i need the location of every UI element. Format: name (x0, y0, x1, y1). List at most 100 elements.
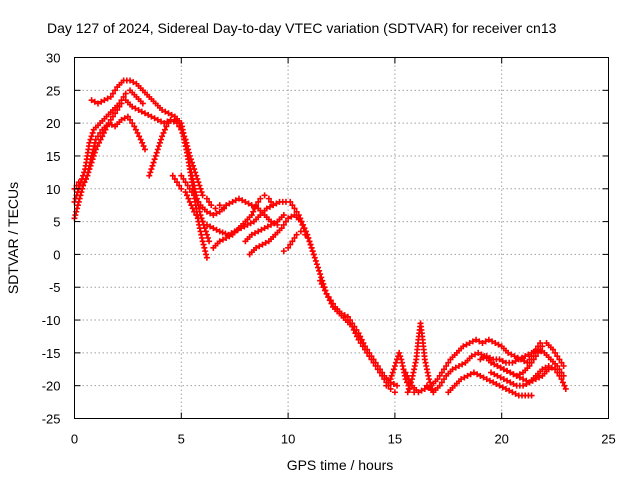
data-point (213, 210, 220, 217)
x-tick-label: 10 (281, 432, 295, 447)
data-point (552, 366, 559, 373)
data-point (357, 340, 364, 347)
data-point (131, 123, 138, 130)
data-point (552, 349, 559, 356)
data-point (169, 172, 176, 179)
data-point (325, 294, 332, 301)
data-point (560, 362, 567, 369)
data-point (177, 123, 184, 130)
data-point (520, 382, 527, 389)
data-point (179, 129, 186, 136)
data-point (485, 336, 492, 343)
data-point (109, 90, 116, 97)
data-point (121, 115, 128, 122)
data-point (114, 107, 121, 114)
data-point (154, 146, 161, 153)
data-point (148, 113, 155, 120)
data-point (289, 238, 296, 245)
y-ticks: -25 -20 -15 -10 -5 0 5 10 15 20 25 30 (42, 51, 609, 427)
data-point (149, 162, 156, 169)
data-point (494, 362, 501, 369)
data-point (300, 225, 307, 232)
data-point (159, 133, 166, 140)
y-tick-label: 15 (46, 149, 60, 164)
data-point (545, 362, 552, 369)
data-point (455, 362, 462, 369)
data-point (475, 349, 482, 356)
data-point (203, 221, 210, 228)
data-point (466, 340, 473, 347)
data-point (504, 377, 511, 384)
data-point (188, 189, 195, 196)
data-point (152, 152, 159, 159)
data-point (489, 338, 496, 345)
x-tick-label: 20 (494, 432, 508, 447)
data-point (452, 364, 459, 371)
data-point (259, 241, 266, 248)
data-point (488, 369, 495, 376)
data-point (404, 372, 411, 379)
data-point (359, 343, 366, 350)
y-tick-label: 5 (53, 215, 60, 230)
series-track-1 (71, 113, 148, 222)
data-point (223, 235, 230, 241)
y-tick-label: 30 (46, 51, 60, 66)
data-point (509, 359, 516, 366)
data-point (271, 220, 278, 227)
series-track-5 (146, 116, 213, 245)
data-point (257, 195, 264, 202)
data-point (161, 126, 168, 133)
data-point (436, 372, 443, 379)
data-point (470, 369, 477, 376)
data-point (280, 221, 287, 228)
data-point (468, 353, 475, 360)
data-point (109, 113, 116, 120)
y-tick-label: -10 (42, 313, 61, 328)
data-point (302, 231, 309, 238)
data-point (370, 359, 377, 366)
data-point (497, 364, 504, 371)
data-point (163, 123, 170, 130)
data-point (528, 359, 535, 366)
y-tick-label: -20 (42, 379, 61, 394)
data-point (383, 382, 390, 389)
y-tick-label: -15 (42, 346, 61, 361)
data-point (291, 205, 298, 212)
data-point (116, 103, 123, 110)
data-point (310, 251, 317, 258)
data-point (153, 149, 160, 156)
data-point (297, 228, 304, 235)
data-point (201, 244, 208, 251)
data-point (394, 382, 401, 389)
data-point (250, 208, 257, 215)
data-point (438, 369, 445, 376)
data-point (539, 366, 546, 373)
data-point (467, 371, 474, 378)
data-point (134, 129, 141, 136)
data-point (537, 340, 544, 347)
data-point (136, 133, 143, 140)
data-point (94, 143, 101, 150)
data-point (176, 182, 183, 189)
data-point (372, 362, 379, 369)
data-point (203, 251, 210, 258)
data-point (159, 107, 166, 114)
data-point (499, 358, 506, 365)
data-point (287, 241, 294, 248)
data-point (311, 254, 318, 261)
data-point (174, 179, 181, 186)
data-point (203, 254, 210, 261)
data-point (74, 205, 81, 212)
data-point (139, 139, 146, 146)
data-point (312, 257, 319, 264)
data-point (280, 248, 287, 255)
data-point (429, 385, 436, 392)
series-track-11 (280, 228, 309, 255)
data-point (535, 349, 542, 356)
data-point (461, 374, 468, 381)
data-point (186, 198, 193, 205)
y-axis-label: SDTVAR / TECUs (5, 182, 21, 294)
series-track-7 (178, 172, 281, 228)
data-point (251, 205, 258, 212)
data-point (107, 93, 114, 100)
